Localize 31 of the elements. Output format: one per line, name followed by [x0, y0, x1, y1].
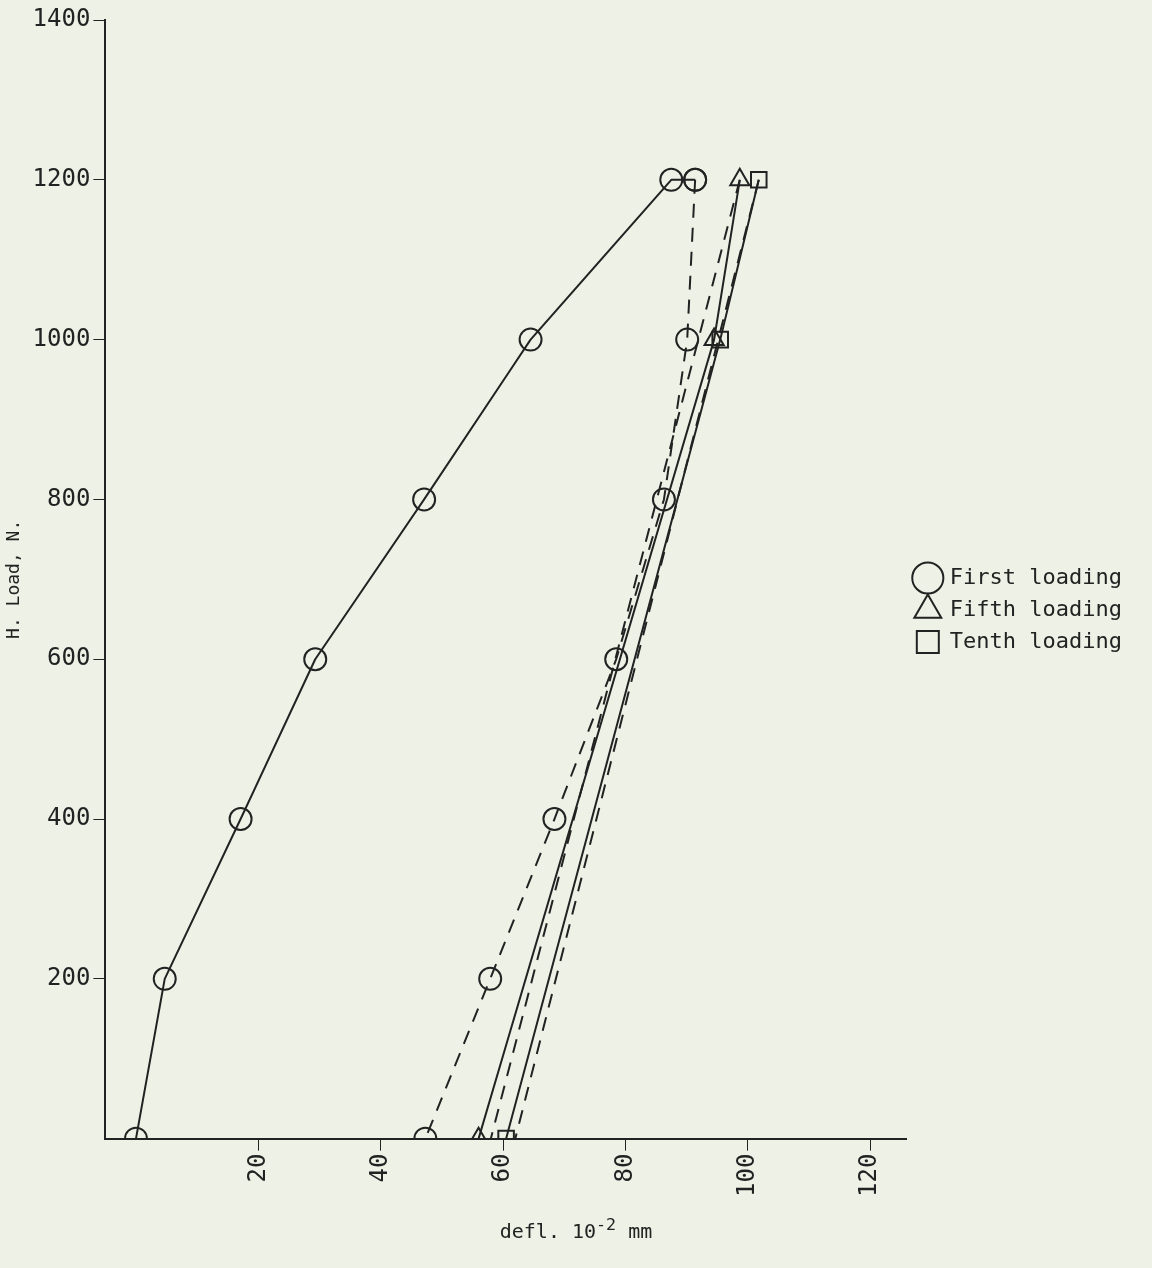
point: [412, 487, 437, 512]
point: [675, 327, 700, 352]
y-tick-label: 800: [47, 483, 91, 512]
x-tick-label: 40: [364, 1153, 393, 1183]
y-tick-label: 1200: [32, 164, 91, 193]
point: [604, 647, 629, 672]
point: [542, 807, 567, 832]
y-tick-label: 1400: [32, 4, 91, 33]
y-tick-label: 400: [47, 803, 91, 832]
point: [749, 171, 768, 189]
legend-label: Tenth loading: [949, 627, 1122, 653]
y-tick-label: 1000: [32, 323, 91, 352]
point: [228, 807, 253, 832]
x-axis-title: defl. 10$^{-2}$ mm: [498, 1215, 654, 1243]
y-tick-label: 200: [47, 963, 91, 992]
x-tick-label: 20: [242, 1153, 271, 1183]
y-tick-label: 600: [47, 643, 91, 672]
point: [303, 647, 328, 672]
x-tick-label: 120: [854, 1153, 883, 1198]
point: [152, 966, 177, 991]
point: [651, 487, 676, 512]
y-axis-title: H. Load, N.: [2, 519, 24, 639]
point: [659, 167, 684, 192]
point: [518, 327, 543, 352]
point: [711, 330, 729, 349]
point: [478, 966, 503, 991]
legend-label: Fifth loading: [949, 595, 1122, 621]
x-tick-label: 100: [731, 1153, 760, 1198]
legend-label: First loading: [949, 563, 1122, 589]
x-tick-label: 60: [487, 1153, 516, 1183]
x-tick-label: 80: [609, 1153, 638, 1183]
